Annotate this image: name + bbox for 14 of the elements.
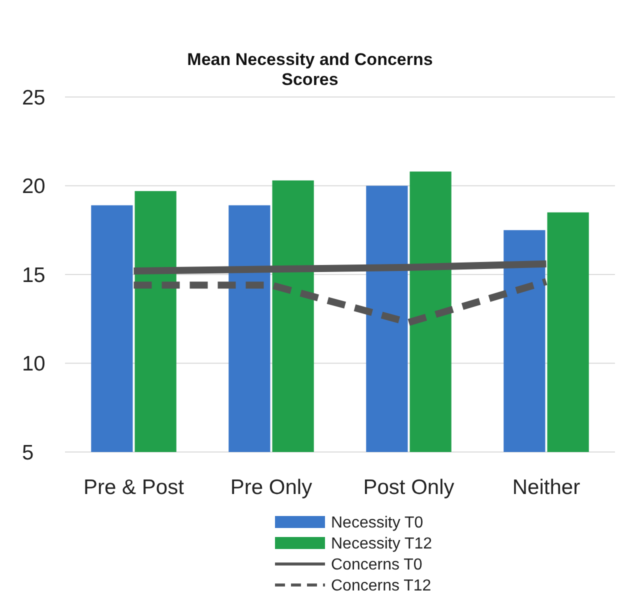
legend-label: Concerns T0 [331,556,422,574]
y-tick-label: 5 [22,441,34,464]
x-tick-label: Post Only [363,476,455,499]
legend-label: Necessity T12 [331,536,432,553]
y-tick-label: 10 [22,352,46,376]
x-tick-label: Neither [512,476,580,499]
legend-label: Concerns T12 [331,578,432,595]
legend-label: Necessity T0 [331,514,424,532]
x-tick-label: Pre & Post [84,476,184,499]
x-tick-label: Pre Only [230,476,313,499]
chart-title: Mean Necessity and Concerns Scores [187,50,433,89]
y-tick-label: 15 [22,264,46,287]
y-tick-label: 25 [22,86,46,110]
y-tick-label: 20 [22,175,46,198]
